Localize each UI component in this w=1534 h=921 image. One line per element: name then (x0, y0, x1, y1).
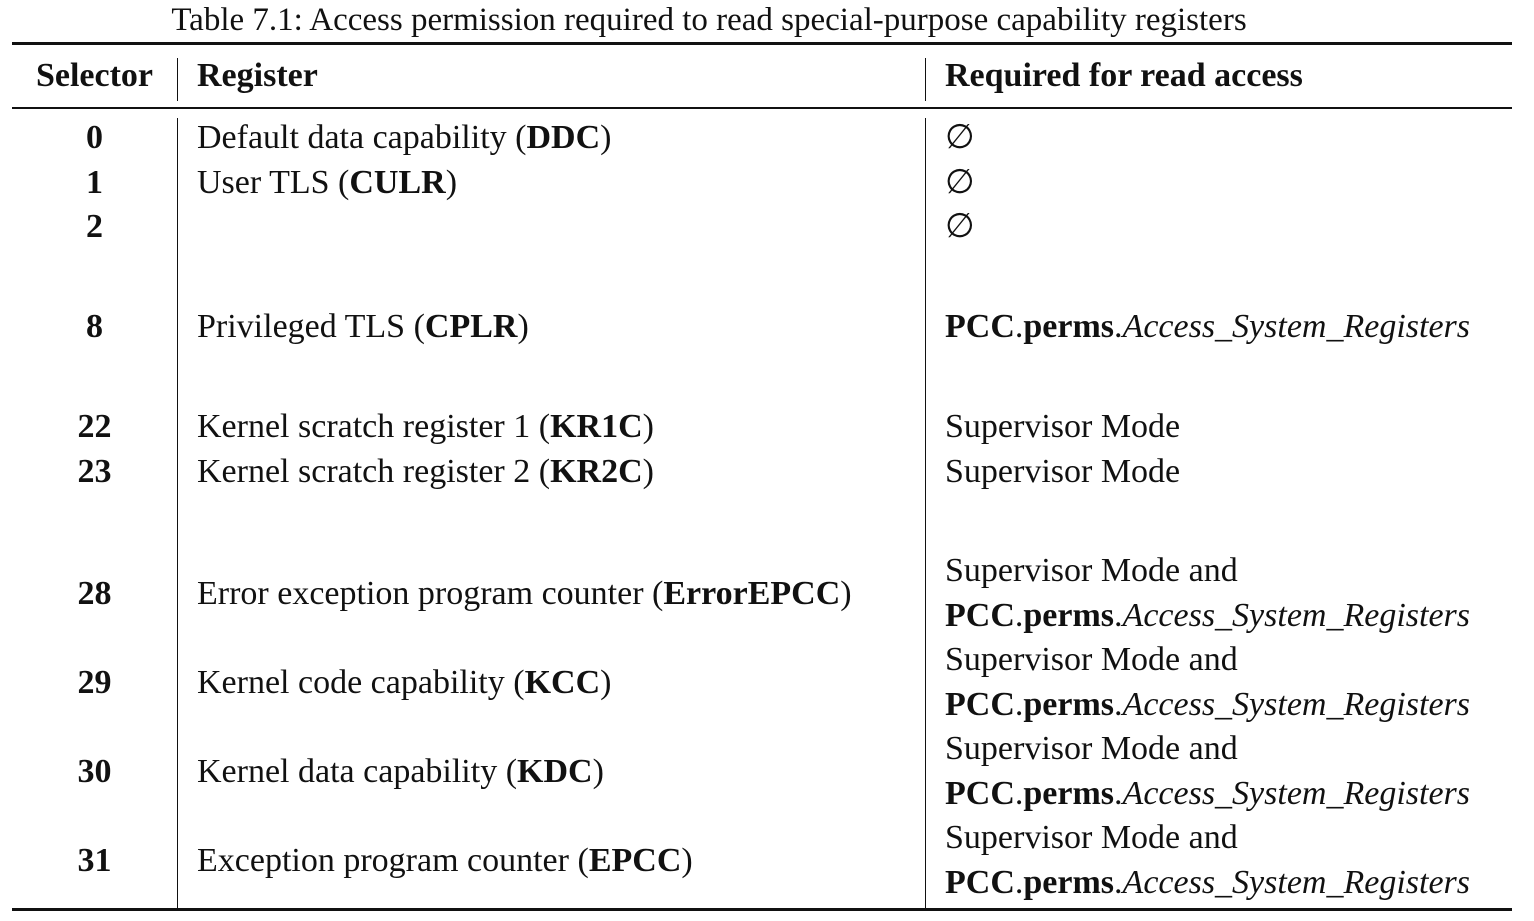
required-cell: ∅ (945, 208, 975, 245)
register-cell: User TLS (CULR) (197, 164, 458, 201)
selector-cell: 22 (77, 408, 112, 445)
register-cell: Exception program counter (EPCC) (197, 842, 693, 879)
body-divider-1 (177, 118, 178, 908)
header-required: Required for read access (945, 57, 1303, 94)
header-divider-1 (177, 58, 178, 101)
register-code: KR2C (550, 453, 643, 490)
register-cell: Kernel code capability (KCC) (197, 664, 612, 701)
table-row: 8 Privileged TLS (CPLR) PCC.perms.Access… (0, 305, 1534, 349)
register-code: EPCC (588, 842, 682, 879)
register-code: KCC (524, 664, 601, 701)
top-rule (12, 42, 1512, 45)
table-row: 29 Kernel code capability (KCC) Supervis… (0, 638, 1534, 727)
register-code: ErrorEPCC (663, 575, 841, 612)
register-code: KR1C (550, 408, 643, 445)
selector-cell: 2 (86, 208, 103, 245)
register-cell: Privileged TLS (CPLR) (197, 308, 529, 345)
table-row: 22 Kernel scratch register 1 (KR1C) Supe… (0, 405, 1534, 449)
bottom-rule (12, 908, 1512, 911)
selector-cell: 23 (77, 453, 112, 490)
required-cell: PCC.perms.Access_System_Registers (945, 308, 1471, 345)
header-register: Register (197, 57, 318, 94)
register-cell: Default data capability (DDC) (197, 119, 612, 156)
table-row: 30 Kernel data capability (KDC) Supervis… (0, 727, 1534, 816)
register-code: CPLR (424, 308, 518, 345)
register-code: DDC (526, 119, 601, 156)
selector-cell: 30 (77, 753, 112, 790)
selector-cell: 0 (86, 119, 103, 156)
required-cell: Supervisor Mode and PCC.perms.Access_Sys… (945, 819, 1471, 901)
body-divider-2 (925, 118, 926, 908)
register-cell: Kernel scratch register 1 (KR1C) (197, 408, 654, 445)
header-divider-2 (925, 58, 926, 101)
required-cell: ∅ (945, 119, 975, 156)
table-row: 2 ∅ (0, 205, 1534, 249)
selector-cell: 29 (77, 664, 112, 701)
required-cell: ∅ (945, 164, 975, 201)
selector-cell: 1 (86, 164, 103, 201)
register-code: CULR (349, 164, 446, 201)
selector-cell: 28 (77, 575, 112, 612)
table-row: 31 Exception program counter (EPCC) Supe… (0, 816, 1534, 905)
register-cell: Kernel data capability (KDC) (197, 753, 604, 790)
register-cell: Kernel scratch register 2 (KR2C) (197, 453, 654, 490)
required-cell: Supervisor Mode and PCC.perms.Access_Sys… (945, 641, 1471, 723)
table-row: 23 Kernel scratch register 2 (KR2C) Supe… (0, 450, 1534, 494)
required-cell: Supervisor Mode and PCC.perms.Access_Sys… (945, 552, 1471, 634)
register-cell: Error exception program counter (ErrorEP… (197, 575, 852, 612)
header-rule (12, 107, 1512, 109)
table-row: 1 User TLS (CULR) ∅ (0, 161, 1534, 205)
required-cell: Supervisor Mode (945, 408, 1181, 445)
table-row: 28 Error exception program counter (Erro… (0, 549, 1534, 638)
required-cell: Supervisor Mode and PCC.perms.Access_Sys… (945, 730, 1471, 812)
header-selector: Selector (35, 57, 154, 94)
selector-cell: 8 (86, 308, 103, 345)
table-caption: Table 7.1: Access permission required to… (171, 2, 1247, 38)
table-row: 0 Default data capability (DDC) ∅ (0, 116, 1534, 160)
register-code: KDC (517, 753, 593, 790)
required-cell: Supervisor Mode (945, 453, 1181, 490)
selector-cell: 31 (77, 842, 112, 879)
